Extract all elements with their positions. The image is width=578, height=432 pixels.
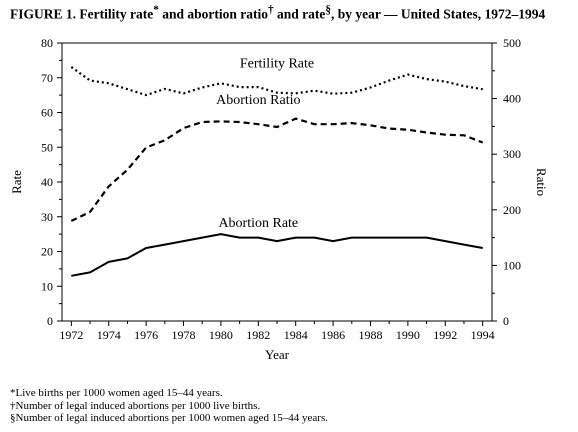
x-tick-label: 1980: [209, 328, 233, 342]
x-tick-label: 1986: [321, 328, 345, 342]
y-left-tick-label: 20: [41, 245, 53, 259]
figure-title: FIGURE 1. Fertility rate* and abortion r…: [10, 3, 570, 22]
x-tick-label: 1990: [396, 328, 420, 342]
title-footnote-mark-3: §: [325, 4, 331, 16]
title-rest: , by year — United States, 1972–1994: [330, 6, 546, 22]
title-footnote-mark-1: *: [153, 4, 159, 16]
y-left-tick-label: 60: [41, 106, 53, 120]
plot-frame: [61, 42, 493, 322]
y-right-tick-label: 200: [503, 203, 521, 217]
footnotes: *Live births per 1000 women aged 15–44 y…: [10, 387, 328, 425]
x-tick-label: 1976: [134, 328, 158, 342]
fertility-rate-line: [70, 66, 483, 97]
y-left-axis-title: Rate: [9, 170, 24, 194]
chart-ticks: 0 10 20 30 40 50 60 70 80 0 100 200 300 400 500 1972 197…: [41, 36, 521, 342]
x-tick-label: 1992: [433, 328, 457, 342]
y-left-tick-label: 50: [41, 140, 53, 154]
x-tick-label: 1994: [471, 328, 495, 342]
y-right-tick-label: 500: [503, 36, 521, 50]
abortion-ratio-line: [70, 117, 484, 222]
x-tick-label: 1974: [97, 328, 121, 342]
x-tick-label: 1984: [284, 328, 308, 342]
y-right-axis-title: Ratio: [534, 168, 549, 196]
abortion-rate-label: Abortion Rate: [218, 216, 298, 231]
abortion-rate-line: [71, 233, 483, 277]
y-left-tick-label: 70: [41, 71, 53, 85]
y-right-tick-label: 100: [503, 258, 521, 272]
chart-labels: Year Rate Ratio Fertility Rate Abortion Rati…: [9, 56, 549, 362]
y-left-tick-label: 0: [47, 314, 53, 328]
y-right-tick-label: 0: [503, 314, 509, 328]
footnote-live-births: *Live births per 1000 women aged 15–44 y…: [10, 387, 223, 399]
y-left-tick-label: 30: [41, 210, 53, 224]
abortion-ratio-label: Abortion Ratio: [216, 93, 300, 108]
x-tick-label: 1982: [246, 328, 270, 342]
y-left-tick-label: 40: [41, 175, 53, 189]
x-axis-title: Year: [265, 347, 290, 362]
x-tick-label: 1972: [59, 328, 83, 342]
chart-axes: [61, 42, 493, 322]
title-between-1: and abortion ratio: [158, 6, 268, 22]
x-tick-label: 1978: [172, 328, 196, 342]
y-left-tick-label: 80: [41, 36, 53, 50]
x-tick-label: 1988: [358, 328, 382, 342]
chart-series: [70, 66, 484, 277]
title-between-2: and rate: [273, 6, 326, 22]
footnote-abortion-rate: §Number of legal induced abortions per 1…: [10, 412, 328, 424]
footnote-abortion-ratio: †Number of legal induced abortions per 1…: [10, 399, 261, 412]
title-footnote-mark-2: †: [267, 4, 274, 16]
y-right-tick-label: 400: [503, 92, 521, 106]
y-right-tick-label: 300: [503, 147, 521, 161]
title-main: FIGURE 1. Fertility rate: [10, 6, 154, 22]
y-left-tick-label: 10: [41, 279, 53, 293]
fertility-rate-label: Fertility Rate: [240, 56, 314, 71]
